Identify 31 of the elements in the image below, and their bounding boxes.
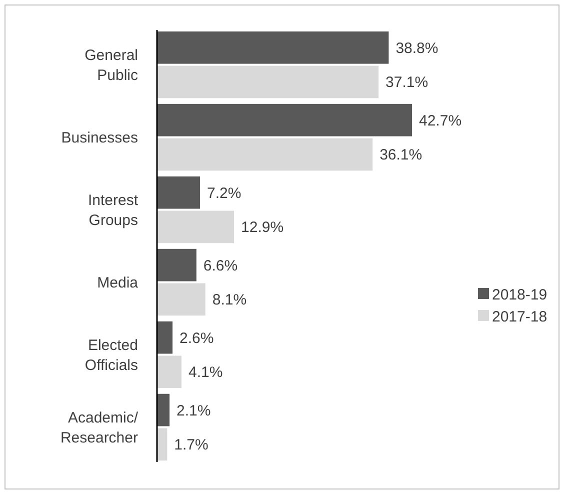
y-tick-label: Businesses [61, 130, 138, 147]
data-label: 2.1% [176, 402, 211, 420]
y-tick-label: Interest Groups [88, 192, 139, 230]
data-label: 8.1% [212, 292, 247, 309]
data-label: 1.7% [174, 436, 208, 454]
bar [157, 176, 200, 209]
y-tick-label: General Public [84, 47, 138, 84]
bar [157, 283, 206, 316]
bar [157, 394, 170, 426]
bar [157, 138, 373, 171]
data-label: 42.7% [419, 112, 462, 130]
data-label: 12.9% [241, 219, 284, 236]
bar [157, 210, 234, 244]
bar [157, 321, 173, 354]
y-tick-label: Media [97, 274, 139, 292]
data-label: 36.1% [380, 146, 422, 164]
legend-label: 2017-18 [492, 308, 548, 326]
data-label: 37.1% [386, 74, 428, 92]
y-tick-label: Elected Officials [84, 336, 138, 374]
data-label: 6.6% [203, 257, 238, 274]
bar [157, 356, 182, 388]
bar [157, 104, 412, 136]
bar [157, 31, 389, 64]
legend-label: 2018-19 [492, 286, 548, 304]
bar [157, 248, 196, 282]
data-label: 7.2% [207, 184, 242, 202]
data-label: 38.8% [396, 40, 438, 57]
data-label: 4.1% [188, 364, 223, 382]
bar [157, 66, 379, 98]
data-label: 2.6% [180, 330, 214, 347]
y-tick-label: Academic/Researcher [60, 409, 139, 446]
